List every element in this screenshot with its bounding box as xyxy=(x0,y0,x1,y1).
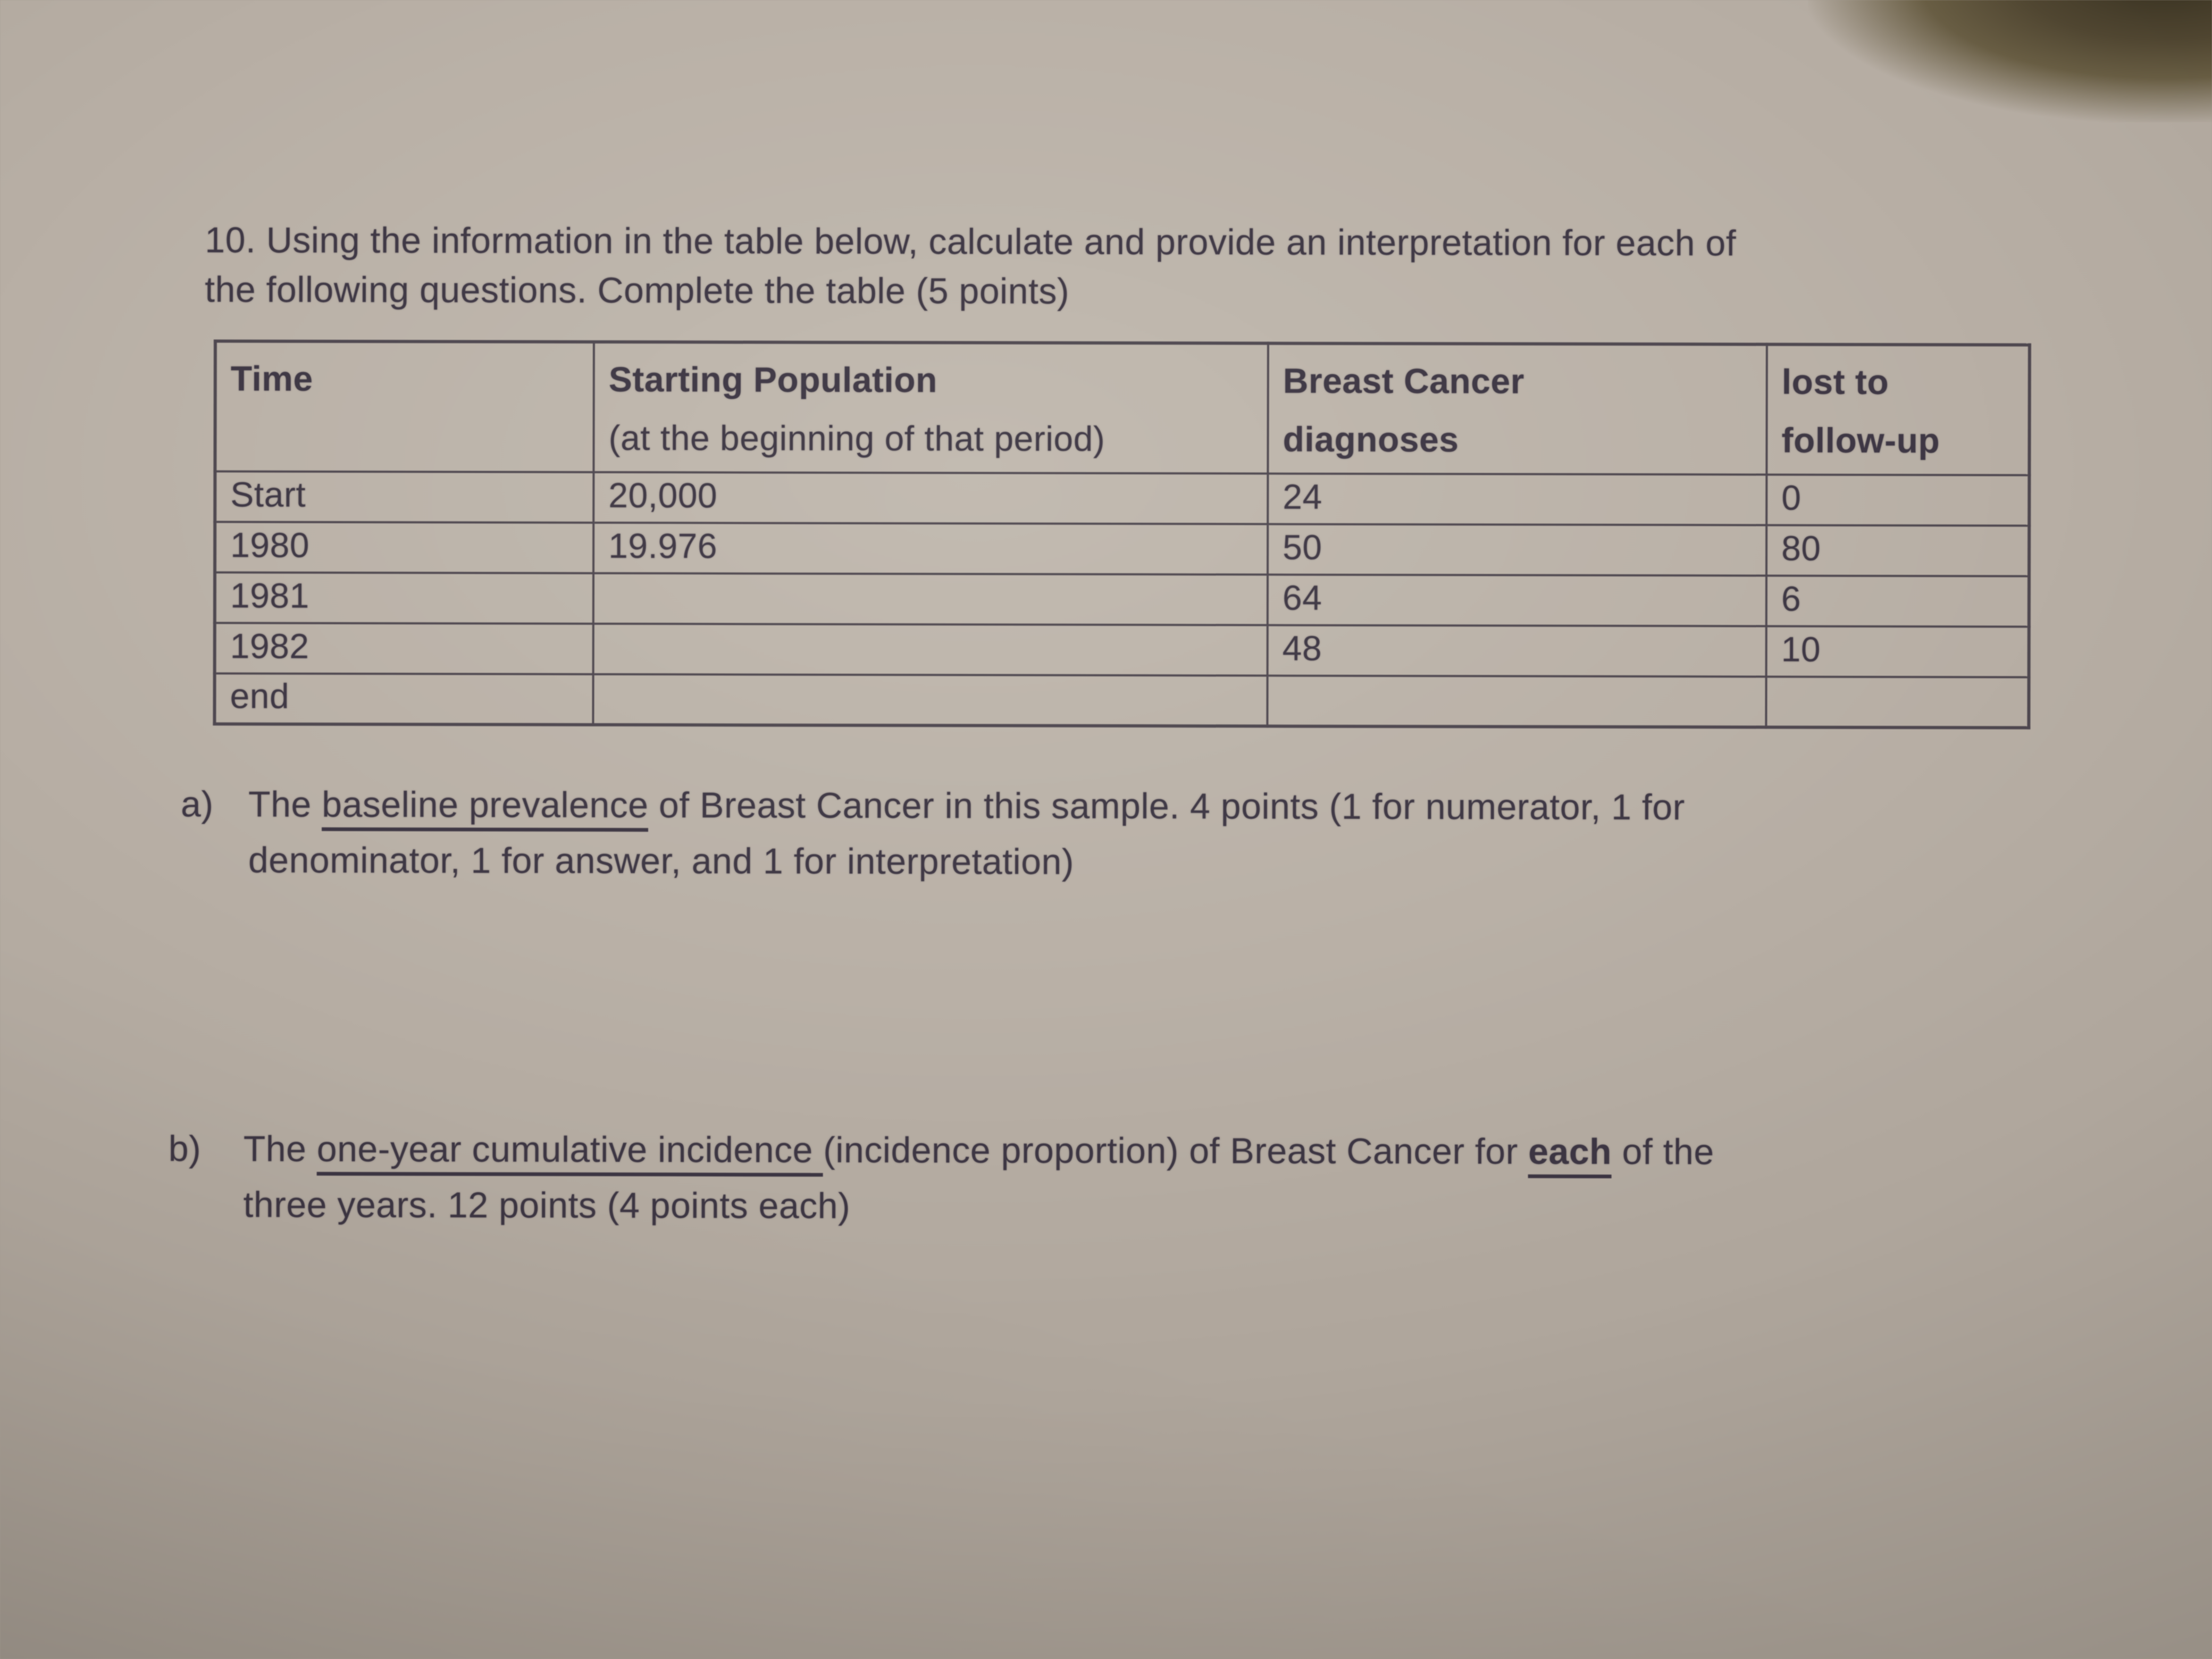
intro-line-2: the following questions. Complete the ta… xyxy=(205,269,1070,312)
cell-time-start: Start xyxy=(215,471,594,523)
text-segment: The xyxy=(243,1128,317,1169)
cell-diagnoses-end xyxy=(1267,675,1766,727)
part-a-line-1: The baseline prevalence of Breast Cancer… xyxy=(248,777,1685,836)
cell-diagnoses-1980: 50 xyxy=(1268,524,1767,576)
table-header: Time Starting Population (at the beginni… xyxy=(215,341,2030,475)
underlined-text: each xyxy=(1528,1131,1612,1178)
cell-time-1982: 1982 xyxy=(214,623,593,674)
header-breast-cancer-label: Breast Cancer xyxy=(1283,361,1524,401)
part-b-line-2: three years. 12 points (4 points each) xyxy=(243,1177,1714,1236)
cell-population-1980: 19.976 xyxy=(593,522,1268,575)
cell-time-end: end xyxy=(214,673,593,725)
text-segment: three years. 12 points (4 points each) xyxy=(243,1184,851,1226)
table-row-start: Start 20,000 24 0 xyxy=(215,471,2030,526)
part-a-text: The baseline prevalence of Breast Cancer… xyxy=(248,777,1685,892)
question-part-a: a) The baseline prevalence of Breast Can… xyxy=(181,776,1685,891)
table-row-1981: 1981 64 6 xyxy=(214,572,2030,627)
text-segment: of the xyxy=(1612,1131,1714,1172)
table-row-end: end xyxy=(214,673,2029,728)
cell-lost-start: 0 xyxy=(1766,474,2030,526)
study-data-table: Time Starting Population (at the beginni… xyxy=(213,339,2031,730)
photo-dark-corner xyxy=(1808,0,2212,122)
question-part-b: b) The one-year cumulative incidence (in… xyxy=(168,1121,1714,1236)
header-time: Time xyxy=(215,341,594,472)
table-header-row: Time Starting Population (at the beginni… xyxy=(215,341,2030,475)
cell-lost-1982: 10 xyxy=(1766,626,2029,677)
part-b-label: b) xyxy=(168,1128,202,1169)
text-segment: denominator, 1 for answer, and 1 for int… xyxy=(248,840,1075,882)
cell-lost-1980: 80 xyxy=(1766,525,2030,576)
header-follow-up-label: follow-up xyxy=(1781,420,1940,460)
header-starting-population-subtext: (at the beginning of that period) xyxy=(608,418,1105,458)
header-diagnoses-label: diagnoses xyxy=(1283,419,1459,459)
question-10-intro: 10. Using the information in the table b… xyxy=(205,215,1736,317)
text-segment: of Breast Cancer in this sample. 4 point… xyxy=(648,785,1685,828)
part-a-label: a) xyxy=(181,784,214,825)
part-b-line-1: The one-year cumulative incidence (incid… xyxy=(244,1121,1714,1180)
header-lost-to-label: lost to xyxy=(1781,362,1889,402)
cell-lost-1981: 6 xyxy=(1766,575,2030,627)
cell-diagnoses-start: 24 xyxy=(1268,473,1767,525)
cell-population-1982 xyxy=(593,623,1268,676)
table-body: Start 20,000 24 0 1980 19.976 50 80 1981… xyxy=(214,471,2030,728)
header-time-label: Time xyxy=(230,358,313,398)
table-row-1982: 1982 48 10 xyxy=(214,623,2029,677)
cell-time-1980: 1980 xyxy=(215,522,594,573)
cell-population-1981 xyxy=(593,573,1268,625)
cell-diagnoses-1982: 48 xyxy=(1267,625,1766,677)
part-a-line-2: denominator, 1 for answer, and 1 for int… xyxy=(248,833,1685,892)
intro-line-1: 10. Using the information in the table b… xyxy=(205,220,1737,264)
text-segment: The xyxy=(248,784,322,825)
text-segment: (incidence proportion) of Breast Cancer … xyxy=(823,1129,1529,1172)
header-starting-population: Starting Population (at the beginning of… xyxy=(593,341,1268,474)
cell-population-start: 20,000 xyxy=(593,472,1268,524)
header-lost-to-follow-up: lost to follow-up xyxy=(1766,344,2030,475)
header-breast-cancer-diagnoses: Breast Cancer diagnoses xyxy=(1268,343,1767,475)
header-starting-population-label: Starting Population xyxy=(608,359,937,400)
cell-population-end xyxy=(593,674,1268,726)
cell-lost-end xyxy=(1766,676,2029,728)
cell-diagnoses-1981: 64 xyxy=(1267,574,1767,626)
underlined-text: one-year cumulative incidence xyxy=(316,1128,824,1177)
table-row-1980: 1980 19.976 50 80 xyxy=(215,522,2030,576)
part-b-text: The one-year cumulative incidence (incid… xyxy=(243,1121,1714,1236)
cell-time-1981: 1981 xyxy=(214,572,594,624)
underlined-text: baseline prevalence xyxy=(322,784,649,832)
